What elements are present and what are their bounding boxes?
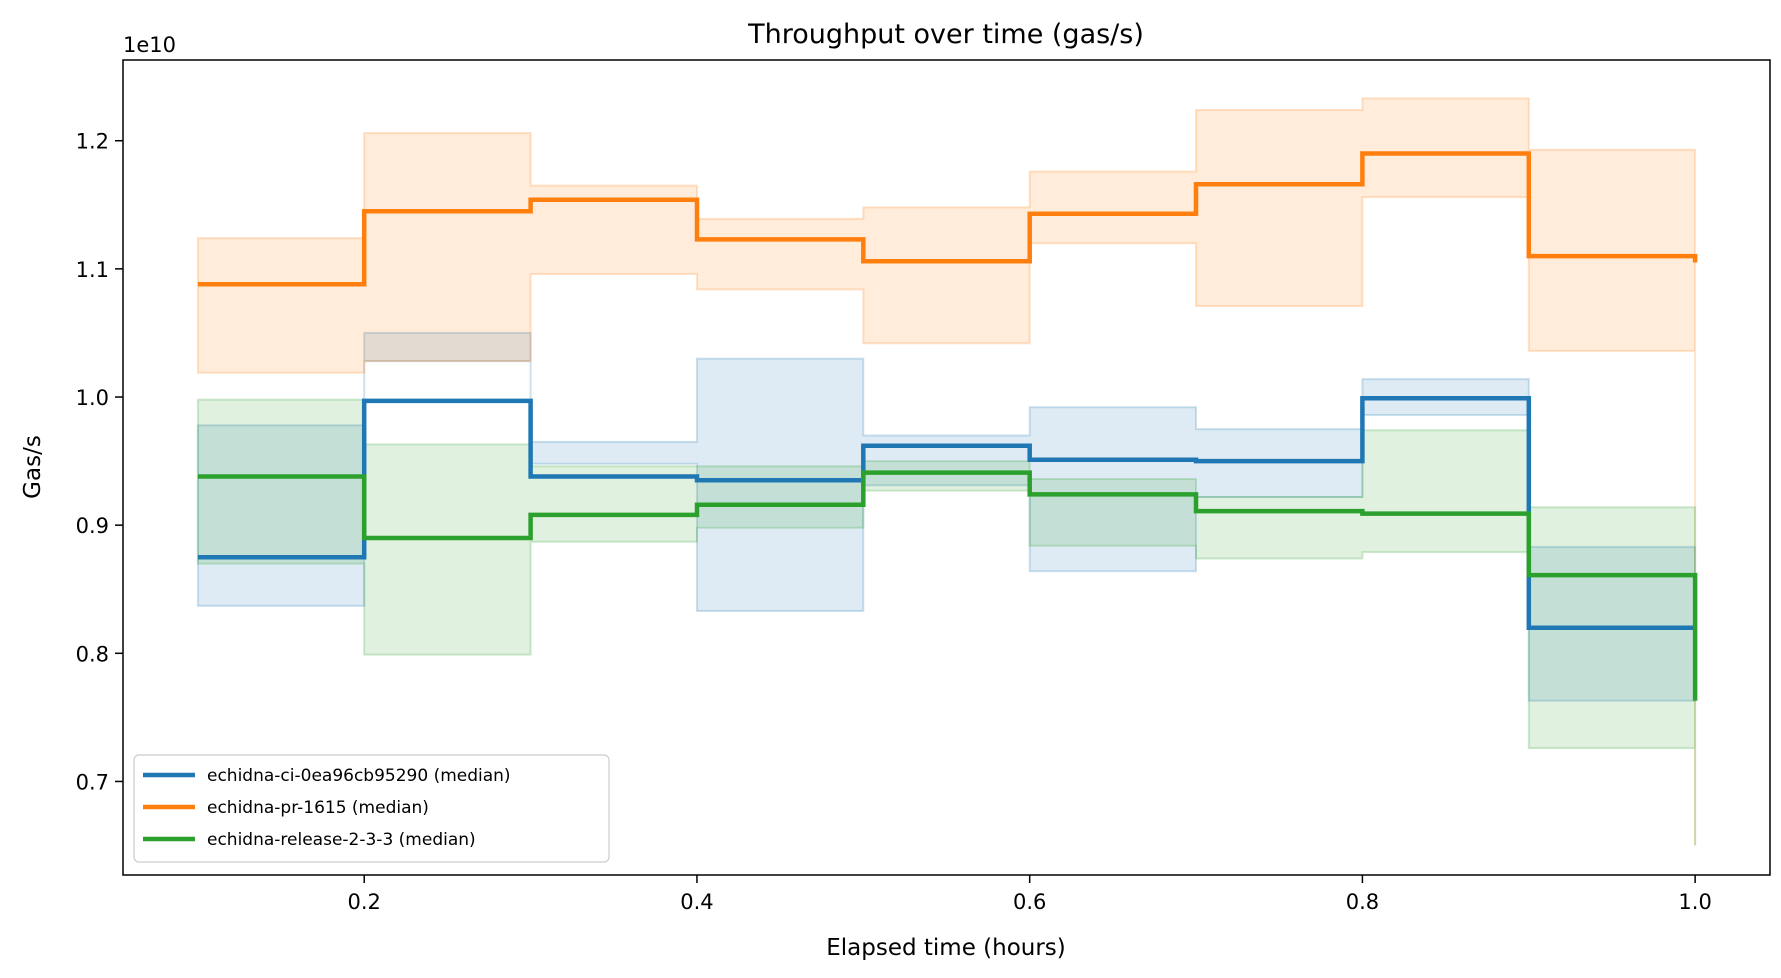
- median-lines: [197, 151, 1698, 701]
- legend: echidna-ci-0ea96cb95290 (median) echidna-…: [133, 754, 610, 863]
- median-line-series-0: [197, 396, 1696, 630]
- legend-label-series-1: echidna-pr-1615 (median): [207, 798, 429, 818]
- x-tick-label: 0.8: [1346, 890, 1379, 914]
- x-tick-label: 0.4: [680, 890, 713, 914]
- y-offset-label: 1e10: [123, 33, 176, 57]
- x-tick-label: 1.0: [1678, 890, 1711, 914]
- x-axis-label: Elapsed time (hours): [826, 935, 1066, 961]
- legend-box: [133, 754, 610, 863]
- y-axis: 0.7 0.8 0.9 1.0 1.1 1.2: [76, 130, 123, 794]
- y-axis-label: Gas/s: [20, 435, 46, 499]
- median-line-series-2: [197, 470, 1698, 701]
- x-tick-label: 0.2: [348, 890, 381, 914]
- y-tick-label: 1.1: [76, 258, 109, 282]
- x-axis: 0.2 0.4 0.6 0.8 1.0: [348, 875, 1712, 914]
- legend-label-series-2: echidna-release-2-3-3 (median): [207, 830, 476, 850]
- legend-label-series-0: echidna-ci-0ea96cb95290 (median): [207, 766, 511, 786]
- y-tick-label: 1.0: [76, 386, 109, 410]
- y-tick-label: 0.9: [76, 514, 109, 538]
- y-tick-label: 0.8: [76, 642, 109, 666]
- chart-title: Throughput over time (gas/s): [747, 19, 1144, 50]
- plot-frame: [122, 59, 1771, 876]
- median-line-series-1: [197, 151, 1698, 287]
- y-tick-label: 1.2: [76, 130, 109, 154]
- y-tick-label: 0.7: [76, 770, 109, 794]
- x-tick-label: 0.6: [1013, 890, 1046, 914]
